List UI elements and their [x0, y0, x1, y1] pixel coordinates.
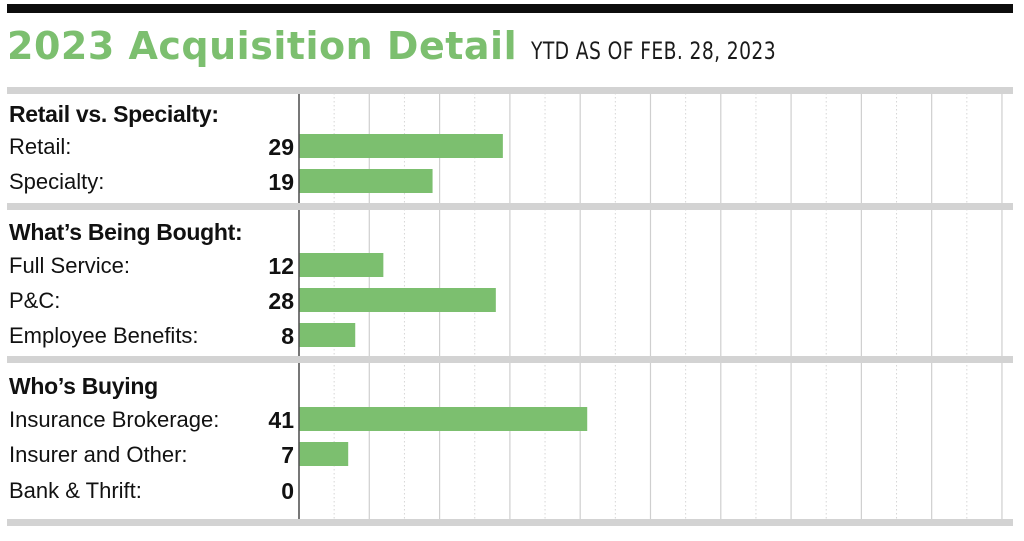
data-label: 28 — [268, 288, 294, 314]
data-label: 19 — [268, 169, 294, 195]
separator-line — [7, 203, 1013, 210]
data-label: 7 — [281, 442, 294, 468]
category-label: Insurer and Other: — [9, 442, 188, 467]
top-rule — [7, 4, 1013, 13]
category-label: Insurance Brokerage: — [9, 407, 220, 432]
data-label: 8 — [281, 323, 294, 349]
bar — [299, 253, 384, 277]
category-label: Full Service: — [9, 253, 131, 278]
group-heading-whos-buying: Who’s Buying — [9, 373, 158, 399]
category-label: Bank & Thrift: — [9, 478, 142, 503]
chart-header: 2023 Acquisition Detail YTD AS OF FEB. 28… — [7, 24, 845, 68]
bar — [299, 169, 433, 193]
data-label: 0 — [281, 478, 294, 504]
chart-title: 2023 Acquisition Detail — [7, 24, 518, 68]
bar — [299, 134, 503, 158]
data-label: 29 — [268, 134, 294, 160]
data-label: 12 — [268, 253, 294, 279]
category-label: P&C: — [9, 288, 61, 313]
bar — [299, 407, 588, 431]
bar — [299, 323, 356, 347]
separator-line — [7, 356, 1013, 363]
data-label: 41 — [268, 407, 294, 433]
bar — [299, 442, 349, 466]
separator-line — [7, 87, 1013, 94]
group-heading-whats-being-bought: What’s Being Bought: — [9, 219, 243, 245]
separator-line — [7, 519, 1013, 526]
category-label: Retail: — [9, 134, 72, 159]
category-label: Employee Benefits: — [9, 323, 199, 348]
category-label: Specialty: — [9, 169, 105, 194]
bar — [299, 288, 496, 312]
chart-subtitle: YTD AS OF FEB. 28, 2023 — [531, 37, 777, 65]
group-heading-retail-vs-specialty: Retail vs. Specialty: — [9, 101, 219, 127]
